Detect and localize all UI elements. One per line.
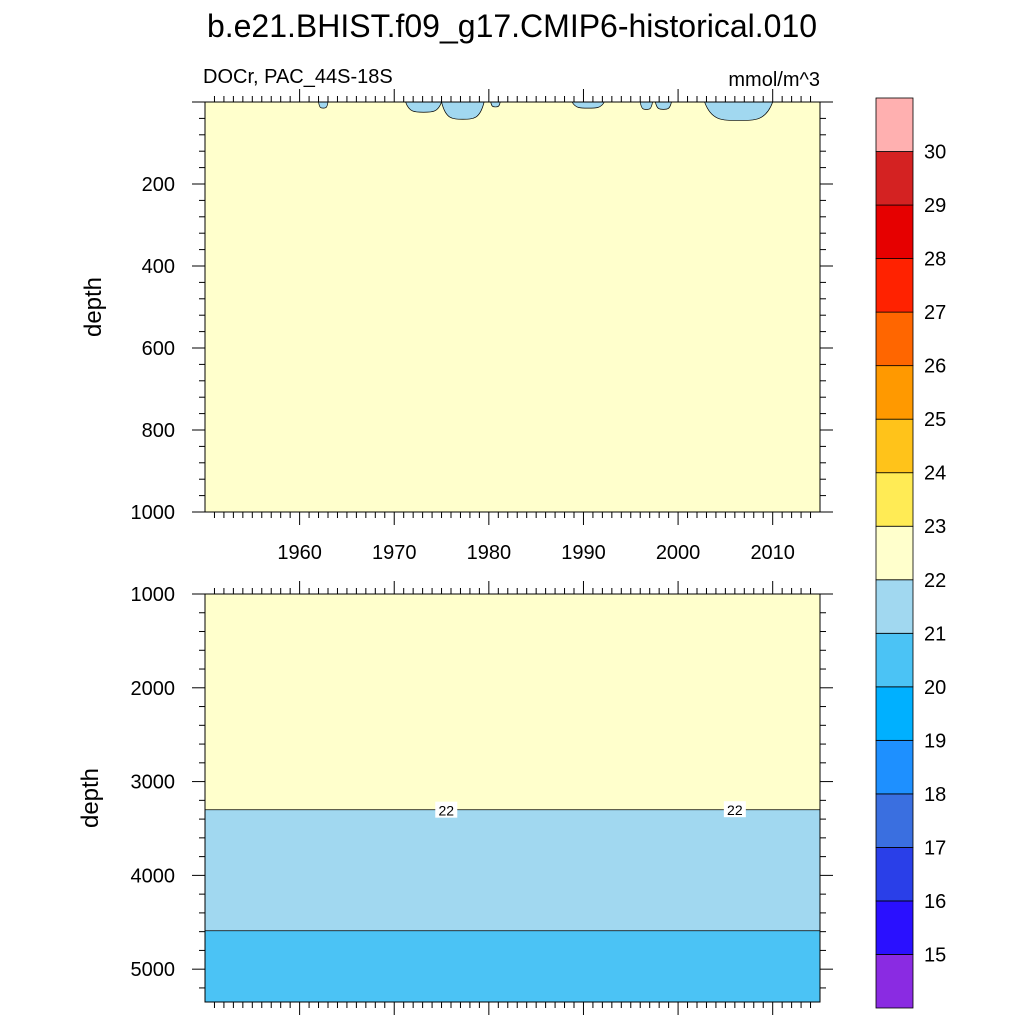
colorbar-label: 23	[924, 516, 946, 538]
colorbar-label: 18	[924, 784, 946, 806]
colorbar-swatch-15	[875, 151, 914, 206]
colorbar-label: 22	[924, 570, 946, 592]
subtitle-units: mmol/m^3	[728, 69, 820, 91]
background-field	[205, 102, 820, 512]
y-tick-label: 200	[142, 174, 175, 196]
surface-patch-1	[405, 101, 443, 113]
colorbar-label: 17	[924, 837, 946, 859]
colorbar-label: 25	[924, 409, 946, 431]
x-tick-label: 1970	[372, 542, 417, 564]
colorbar-swatch-0	[875, 954, 914, 1009]
colorbar-swatch-14	[875, 204, 914, 259]
y-tick-label: 600	[142, 338, 175, 360]
surface-patch-3	[490, 101, 501, 108]
colorbar-label: 27	[924, 302, 946, 324]
colorbar-swatch-13	[875, 258, 914, 313]
y-tick-label: 400	[142, 256, 175, 278]
surface-patch-6	[654, 101, 672, 110]
colorbar-label: 24	[924, 463, 946, 485]
colorbar-swatch-1	[875, 900, 914, 955]
y-tick-label: 3000	[131, 772, 176, 794]
colorbar-swatch-12	[875, 311, 914, 367]
surface-patch-5	[639, 101, 653, 110]
colorbar-swatch-7	[875, 579, 914, 634]
surface-patch-4	[571, 101, 605, 109]
colorbar: 15 16 17 18 19 20 21 22 23 24 25 26 27 28 29 30	[875, 97, 946, 1009]
depth-layer-2	[205, 930, 820, 1002]
y-tick-label: 800	[142, 420, 175, 442]
subtitle-left: DOCr, PAC_44S-18S	[203, 66, 393, 88]
contour-label-box-0	[435, 801, 458, 818]
colorbar-swatch-6	[875, 632, 914, 688]
lower-panel: 22 22 1000 2000 3000 4000 5000 depth	[77, 581, 833, 1015]
colorbar-swatch-16	[875, 97, 914, 152]
surface-patch-2	[441, 101, 485, 120]
colorbar-swatch-10	[875, 418, 914, 474]
contour-label-box-1	[723, 801, 746, 818]
upper-panel: 200 400 600 800 1000 depth 1960 1970 1980 1990 200…	[80, 89, 833, 564]
x-tick-label: 1960	[277, 542, 322, 564]
colorbar-swatch-3	[875, 793, 914, 848]
y-tick-label: 2000	[131, 678, 176, 700]
colorbar-label: 20	[924, 677, 946, 699]
y-tick-label: 1000	[131, 584, 176, 606]
x-tick-label: 1980	[467, 542, 512, 564]
contour-label-1: 22	[727, 802, 743, 818]
colorbar-label: 26	[924, 356, 946, 378]
surface-patch-0	[318, 101, 329, 109]
colorbar-swatch-8	[875, 525, 914, 581]
colorbar-swatch-2	[875, 847, 914, 902]
colorbar-swatch-9	[875, 472, 914, 527]
colorbar-swatch-4	[875, 739, 914, 795]
surface-patch-7	[704, 101, 774, 121]
colorbar-label: 28	[924, 249, 946, 271]
colorbar-swatch-11	[875, 365, 914, 420]
y-tick-label: 4000	[131, 865, 176, 887]
y-axis-label: depth	[77, 768, 104, 828]
y-tick-label: 1000	[131, 502, 176, 524]
x-tick-label: 2000	[656, 542, 701, 564]
plot-frame	[204, 101, 821, 513]
x-tick-label: 1990	[561, 542, 606, 564]
colorbar-label: 16	[924, 891, 946, 913]
contour-label-0: 22	[438, 803, 454, 819]
x-tick-label: 2010	[750, 542, 795, 564]
plot-frame	[204, 593, 821, 1003]
chart-title: b.e21.BHIST.f09_g17.CMIP6-historical.010	[207, 8, 817, 44]
colorbar-label: 15	[924, 944, 946, 966]
colorbar-label: 21	[924, 623, 946, 645]
colorbar-label: 19	[924, 730, 946, 752]
colorbar-label: 30	[924, 142, 946, 164]
colorbar-label: 29	[924, 195, 946, 217]
colorbar-swatch-5	[875, 686, 914, 741]
y-tick-label: 5000	[131, 959, 176, 981]
y-axis-label: depth	[80, 277, 107, 337]
